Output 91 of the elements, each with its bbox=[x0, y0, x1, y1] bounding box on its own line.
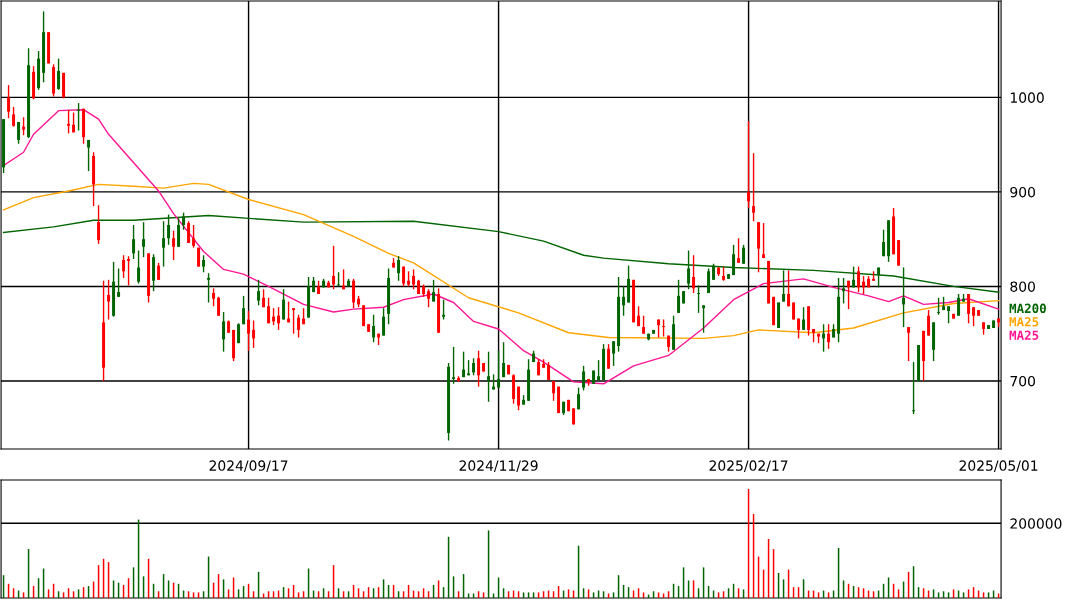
candlestick bbox=[627, 264, 631, 304]
candlestick bbox=[192, 224, 196, 249]
x-tick-label: 2024/09/17 bbox=[209, 460, 288, 472]
candlestick bbox=[117, 267, 121, 298]
candlestick bbox=[842, 277, 846, 305]
candlestick bbox=[242, 295, 246, 325]
candlestick bbox=[412, 268, 416, 290]
candlestick bbox=[432, 279, 436, 303]
candlestick bbox=[247, 310, 251, 352]
candlestick bbox=[122, 254, 126, 279]
candlestick bbox=[612, 340, 616, 367]
candlestick bbox=[912, 361, 916, 415]
x-tick-label: 2025/02/17 bbox=[709, 460, 788, 472]
candlestick bbox=[622, 285, 626, 317]
candlestick bbox=[907, 326, 911, 362]
candlestick bbox=[217, 296, 221, 317]
candlestick bbox=[397, 255, 401, 282]
candlestick bbox=[257, 279, 261, 307]
candlestick bbox=[372, 314, 376, 343]
candlestick bbox=[87, 139, 91, 172]
y-tick-label: 200000 bbox=[1010, 518, 1062, 529]
candlestick bbox=[137, 249, 141, 285]
candlestick bbox=[752, 152, 756, 222]
candlestick bbox=[957, 293, 961, 317]
candlestick bbox=[57, 57, 61, 91]
candlestick bbox=[967, 293, 971, 324]
candlestick bbox=[762, 222, 766, 259]
candlestick bbox=[452, 346, 456, 385]
x-tick-label: 2025/05/01 bbox=[959, 460, 1038, 472]
candlestick bbox=[7, 84, 11, 119]
candlestick bbox=[12, 106, 16, 128]
candlestick bbox=[252, 319, 256, 349]
candlestick bbox=[502, 341, 506, 378]
candlestick bbox=[142, 221, 146, 258]
candlestick bbox=[297, 314, 301, 339]
candlestick bbox=[187, 220, 191, 244]
series-label: MA25 bbox=[1009, 330, 1039, 340]
candlestick bbox=[462, 350, 466, 378]
candlestick bbox=[267, 297, 271, 324]
candlestick bbox=[107, 279, 111, 321]
candlestick bbox=[697, 284, 701, 314]
series-label: MA200 bbox=[1009, 303, 1046, 314]
y-tick-label: 800 bbox=[1010, 281, 1035, 292]
candlestick bbox=[382, 307, 386, 337]
y-tick-label: 900 bbox=[1010, 186, 1035, 198]
y-tick-label: 1000 bbox=[1010, 92, 1044, 103]
candlestick bbox=[97, 204, 101, 245]
series-label: MA25 bbox=[1009, 317, 1039, 327]
candlestick bbox=[582, 365, 586, 392]
candlestick bbox=[292, 307, 296, 335]
candlestick bbox=[152, 253, 156, 292]
candlestick bbox=[827, 323, 831, 350]
candlestick bbox=[692, 254, 696, 294]
candlestick bbox=[607, 343, 611, 370]
candlestick bbox=[477, 350, 481, 388]
candlestick bbox=[132, 224, 136, 260]
candlestick bbox=[802, 306, 806, 331]
candlestick bbox=[162, 220, 166, 268]
candlestick bbox=[972, 306, 976, 327]
candlestick bbox=[67, 108, 71, 135]
candlestick bbox=[927, 309, 931, 337]
x-tick-label: 2024/11/29 bbox=[459, 460, 538, 472]
candlestick bbox=[882, 229, 886, 257]
y-tick-label: 700 bbox=[1010, 375, 1035, 387]
candlestick bbox=[807, 305, 811, 337]
line-series bbox=[2, 108, 1000, 385]
candlestick bbox=[352, 278, 356, 309]
candlestick bbox=[847, 280, 851, 310]
candlestick bbox=[747, 120, 751, 209]
candlestick bbox=[857, 265, 861, 293]
candlestick bbox=[487, 350, 491, 403]
candlestick bbox=[787, 269, 791, 307]
candlestick bbox=[207, 272, 211, 304]
candlestick bbox=[332, 245, 336, 290]
candlestick bbox=[497, 350, 501, 389]
candlestick bbox=[282, 288, 286, 321]
candlestick bbox=[742, 244, 746, 265]
candlestick bbox=[127, 255, 131, 287]
candlestick bbox=[512, 373, 516, 405]
candlestick bbox=[277, 306, 281, 331]
candlestick bbox=[702, 304, 706, 334]
candlestick bbox=[732, 244, 736, 276]
line-series bbox=[2, 182, 1000, 340]
candlestick bbox=[172, 229, 176, 261]
candlestick bbox=[687, 249, 691, 290]
candlestick bbox=[77, 102, 81, 132]
candlestick bbox=[177, 217, 181, 248]
candlestick bbox=[442, 298, 446, 321]
candlestick bbox=[677, 279, 681, 314]
candlestick bbox=[737, 237, 741, 264]
candlestick bbox=[222, 311, 226, 353]
